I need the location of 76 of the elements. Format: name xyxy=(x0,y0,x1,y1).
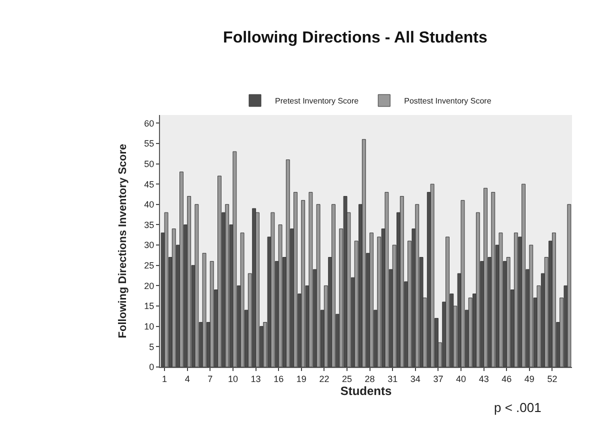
x-tick-label: 1 xyxy=(162,374,168,384)
x-axis-title: Students xyxy=(340,384,392,398)
bar xyxy=(415,204,420,367)
chart-title: Following Directions - All Students xyxy=(223,29,488,46)
x-tick-label: 52 xyxy=(547,374,558,384)
y-tick-label: 25 xyxy=(144,260,154,271)
legend-label: Pretest Inventory Score xyxy=(275,96,360,106)
x-tick-label: 13 xyxy=(250,374,261,384)
bar xyxy=(362,139,366,367)
x-tick-label: 7 xyxy=(208,374,213,384)
y-tick-label: 40 xyxy=(144,200,154,210)
bar xyxy=(180,172,184,367)
bar xyxy=(384,192,389,367)
bar xyxy=(225,204,230,367)
bar xyxy=(567,204,572,367)
bar xyxy=(522,184,526,367)
bar xyxy=(332,204,336,367)
y-tick-label: 50 xyxy=(144,158,154,169)
x-tick-label: 22 xyxy=(319,374,330,384)
bar xyxy=(514,232,518,367)
bar xyxy=(294,192,298,367)
bar xyxy=(301,200,306,367)
bar xyxy=(370,232,374,367)
legend-label: Posttest Inventory Score xyxy=(404,96,492,106)
y-tick-label: 20 xyxy=(144,280,154,291)
y-tick-label: 55 xyxy=(144,138,154,149)
bar xyxy=(232,151,237,367)
bar xyxy=(187,196,192,367)
x-tick-label: 46 xyxy=(502,374,512,384)
x-tick-label: 40 xyxy=(456,374,466,384)
bar xyxy=(468,298,472,367)
x-tick-label: 43 xyxy=(478,374,489,384)
x-tick-label: 25 xyxy=(342,374,352,384)
y-tick-label: 5 xyxy=(149,342,154,352)
bar xyxy=(400,196,404,367)
bar xyxy=(218,176,222,367)
x-tick-label: 31 xyxy=(388,374,398,384)
bar xyxy=(194,204,199,367)
bar xyxy=(240,232,244,367)
bar xyxy=(256,212,260,367)
y-tick-label: 60 xyxy=(144,118,154,128)
bar xyxy=(529,244,534,367)
bar xyxy=(202,252,206,367)
bar xyxy=(430,184,434,367)
x-tick-label: 37 xyxy=(433,374,444,384)
bar xyxy=(506,257,510,367)
y-tick-label: 30 xyxy=(144,240,154,250)
bar xyxy=(476,212,480,367)
x-tick-label: 19 xyxy=(296,374,306,384)
bar xyxy=(316,204,320,367)
y-tick-label: 15 xyxy=(144,301,154,312)
bar xyxy=(491,192,496,367)
x-tick-label: 16 xyxy=(274,374,284,384)
bar xyxy=(460,200,465,367)
y-tick-label: 45 xyxy=(144,179,154,190)
bar xyxy=(210,261,214,367)
x-tick-label: 4 xyxy=(184,374,190,384)
x-tick-label: 49 xyxy=(524,374,534,384)
bar xyxy=(172,228,176,367)
x-tick-label: 10 xyxy=(228,374,238,384)
bar xyxy=(286,159,290,367)
y-tick-label: 10 xyxy=(144,322,154,332)
bar xyxy=(446,236,450,367)
x-tick-label: 28 xyxy=(364,374,375,384)
bar xyxy=(278,224,282,367)
bar xyxy=(270,212,275,367)
bar xyxy=(484,188,488,367)
x-tick-label: 34 xyxy=(410,374,420,384)
bar xyxy=(498,232,503,367)
bar xyxy=(164,212,168,367)
y-tick-label: 35 xyxy=(144,220,154,230)
y-axis-title: Following Directions Inventory Score xyxy=(116,144,129,338)
bar xyxy=(308,192,313,367)
bar xyxy=(552,232,556,367)
text: p < .001 xyxy=(494,400,542,415)
y-tick-label: 0 xyxy=(149,362,154,372)
